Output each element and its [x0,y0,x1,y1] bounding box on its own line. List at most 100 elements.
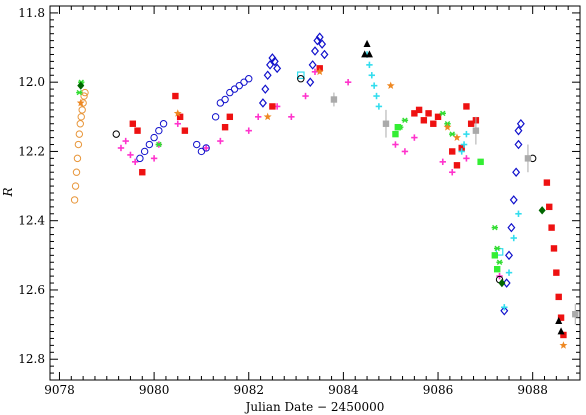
data-point [392,141,399,148]
y-tick-label: 12.2 [18,144,45,158]
data-point [150,155,158,162]
data-point [226,113,234,121]
data-point [245,127,252,134]
x-tick-label: 9084 [328,383,359,397]
data-point [155,126,163,135]
data-point [77,81,85,90]
data-point [117,144,125,152]
data-point [366,61,373,69]
data-point [302,92,309,100]
data-point [458,144,465,152]
data-point [230,85,239,93]
data-point [181,127,189,134]
data-point [297,71,305,80]
data-point [524,155,532,162]
data-point [472,127,480,134]
data-point [548,224,555,231]
data-point [240,78,248,86]
data-point [415,106,423,114]
data-point [202,144,210,152]
x-tick-label: 9080 [139,383,170,397]
data-point [493,265,501,273]
data-point [365,50,373,58]
data-point [439,158,446,166]
data-point [373,92,380,100]
data-point [491,224,499,231]
data-point [176,113,184,121]
data-point [270,56,279,67]
data-point [467,120,475,127]
data-point [368,72,375,79]
data-point [174,120,181,127]
y-tick-label: 12.4 [18,214,45,228]
data-point [463,103,470,110]
data-point [71,182,80,190]
axis-ticks [50,5,581,381]
data-point [557,314,565,321]
data-point [449,169,456,176]
data-point [411,134,418,141]
x-tick-label: 9082 [233,383,264,397]
data-point [197,147,206,156]
data-point [173,109,182,117]
data-point [375,103,383,110]
data-point [363,39,371,47]
data-point [555,316,563,325]
data-point [155,141,163,148]
data-point [560,331,567,339]
data-point [75,130,84,138]
data-point [555,293,562,301]
data-point [370,82,378,89]
data-point [122,137,129,145]
data-point [245,75,253,83]
data-point [221,124,229,131]
data-point [463,130,470,138]
data-point [498,278,506,288]
data-point [77,113,85,121]
data-point [288,113,295,121]
data-point [439,110,446,117]
data-point [202,144,210,152]
data-point [411,110,418,117]
data-point [516,118,525,129]
data-point [221,95,229,104]
data-point [73,154,82,163]
data-point [192,140,201,149]
data-point [129,120,137,127]
data-point [505,269,513,276]
data-point [311,46,319,56]
data-point [311,68,319,75]
data-point [211,113,220,121]
x-tick-label: 9078 [44,383,75,397]
data-point [550,245,558,252]
data-point [269,103,276,110]
data-point [76,98,85,107]
data-point [344,78,352,86]
data-point [74,140,83,149]
data-point [159,120,168,128]
data-point [515,210,522,217]
data-point [500,305,509,316]
data-point [496,259,503,265]
data-point [258,98,267,108]
data-point [510,234,517,242]
data-point [453,133,461,141]
data-point [320,49,329,60]
data-point [315,32,324,42]
data-point [386,81,395,90]
data-point [308,60,317,70]
y-tick-label: 12.0 [18,75,45,89]
data-point [131,158,139,166]
data-point [477,158,484,166]
data-point [434,113,442,121]
data-point [509,195,518,205]
data-point [145,140,154,149]
data-point [501,304,508,311]
data-point [266,60,275,70]
y-axis-title: R [1,187,15,197]
data-point [226,88,234,97]
data-point [425,110,432,117]
data-point [449,131,456,137]
data-point [507,222,516,233]
